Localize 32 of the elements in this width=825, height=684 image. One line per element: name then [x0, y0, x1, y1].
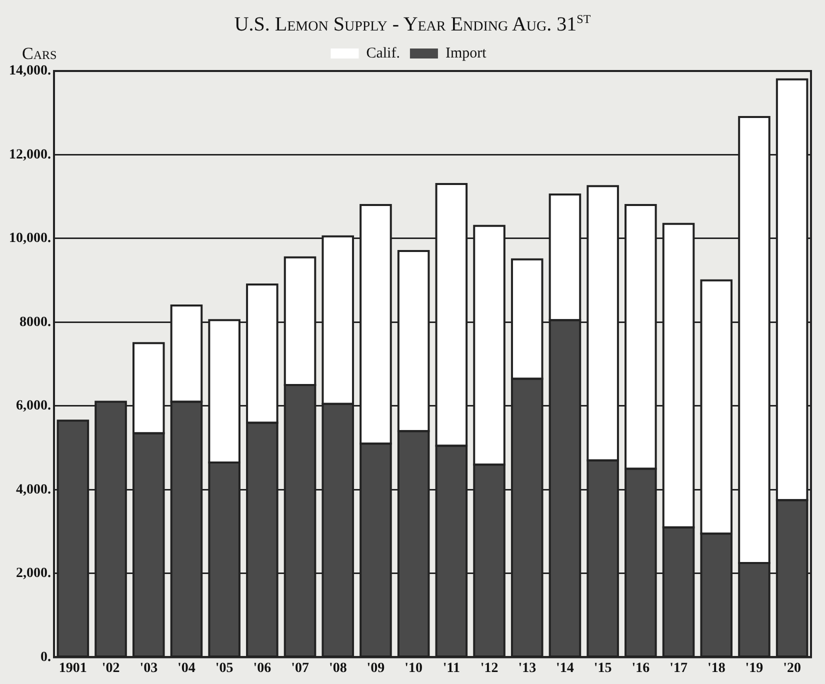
y-tick-label: 12,000.: [9, 147, 51, 162]
x-tick-label: '11: [442, 661, 460, 676]
x-tick-label: '15: [594, 661, 612, 676]
y-tick-label: 8000.: [20, 314, 51, 330]
x-tick-label: '14: [556, 661, 574, 676]
x-tick-label: '02: [102, 661, 120, 676]
x-tick-label: '19: [745, 661, 764, 676]
x-tick-label: '06: [253, 661, 272, 676]
x-tick-label: '10: [404, 661, 423, 676]
x-tick-label: '07: [291, 661, 309, 676]
y-tick-label: 2,000.: [16, 566, 51, 582]
y-tick-label: 4,000.: [16, 482, 51, 498]
legend-label: Calif.: [366, 45, 400, 62]
y-tick-label: 6,000.: [16, 398, 51, 414]
x-tick-label: '16: [632, 661, 650, 676]
chart-title: U.S. Lemon Supply - Year Ending Aug. 31$^{st}$: [233, 8, 592, 37]
x-tick-label: 1901: [58, 661, 87, 676]
x-tick-label: '12: [480, 661, 498, 676]
x-tick-label: '04: [178, 661, 196, 676]
x-tick-label: '18: [707, 661, 726, 676]
x-tick-label: '03: [140, 661, 158, 676]
y-axis-title: Cars: [22, 44, 57, 64]
x-tick-label: '17: [670, 661, 688, 676]
x-tick-label: '05: [215, 661, 234, 676]
x-tick-label: '20: [783, 661, 802, 676]
x-tick-label: '13: [518, 661, 536, 676]
y-tick-label: 10,000.: [9, 231, 51, 246]
x-tick-label: '09: [366, 661, 385, 676]
legend-label: Import: [445, 45, 488, 62]
y-tick-label: 0.: [40, 650, 51, 665]
y-tick-label: 14,000.: [9, 64, 51, 79]
x-tick-label: '08: [328, 661, 347, 676]
